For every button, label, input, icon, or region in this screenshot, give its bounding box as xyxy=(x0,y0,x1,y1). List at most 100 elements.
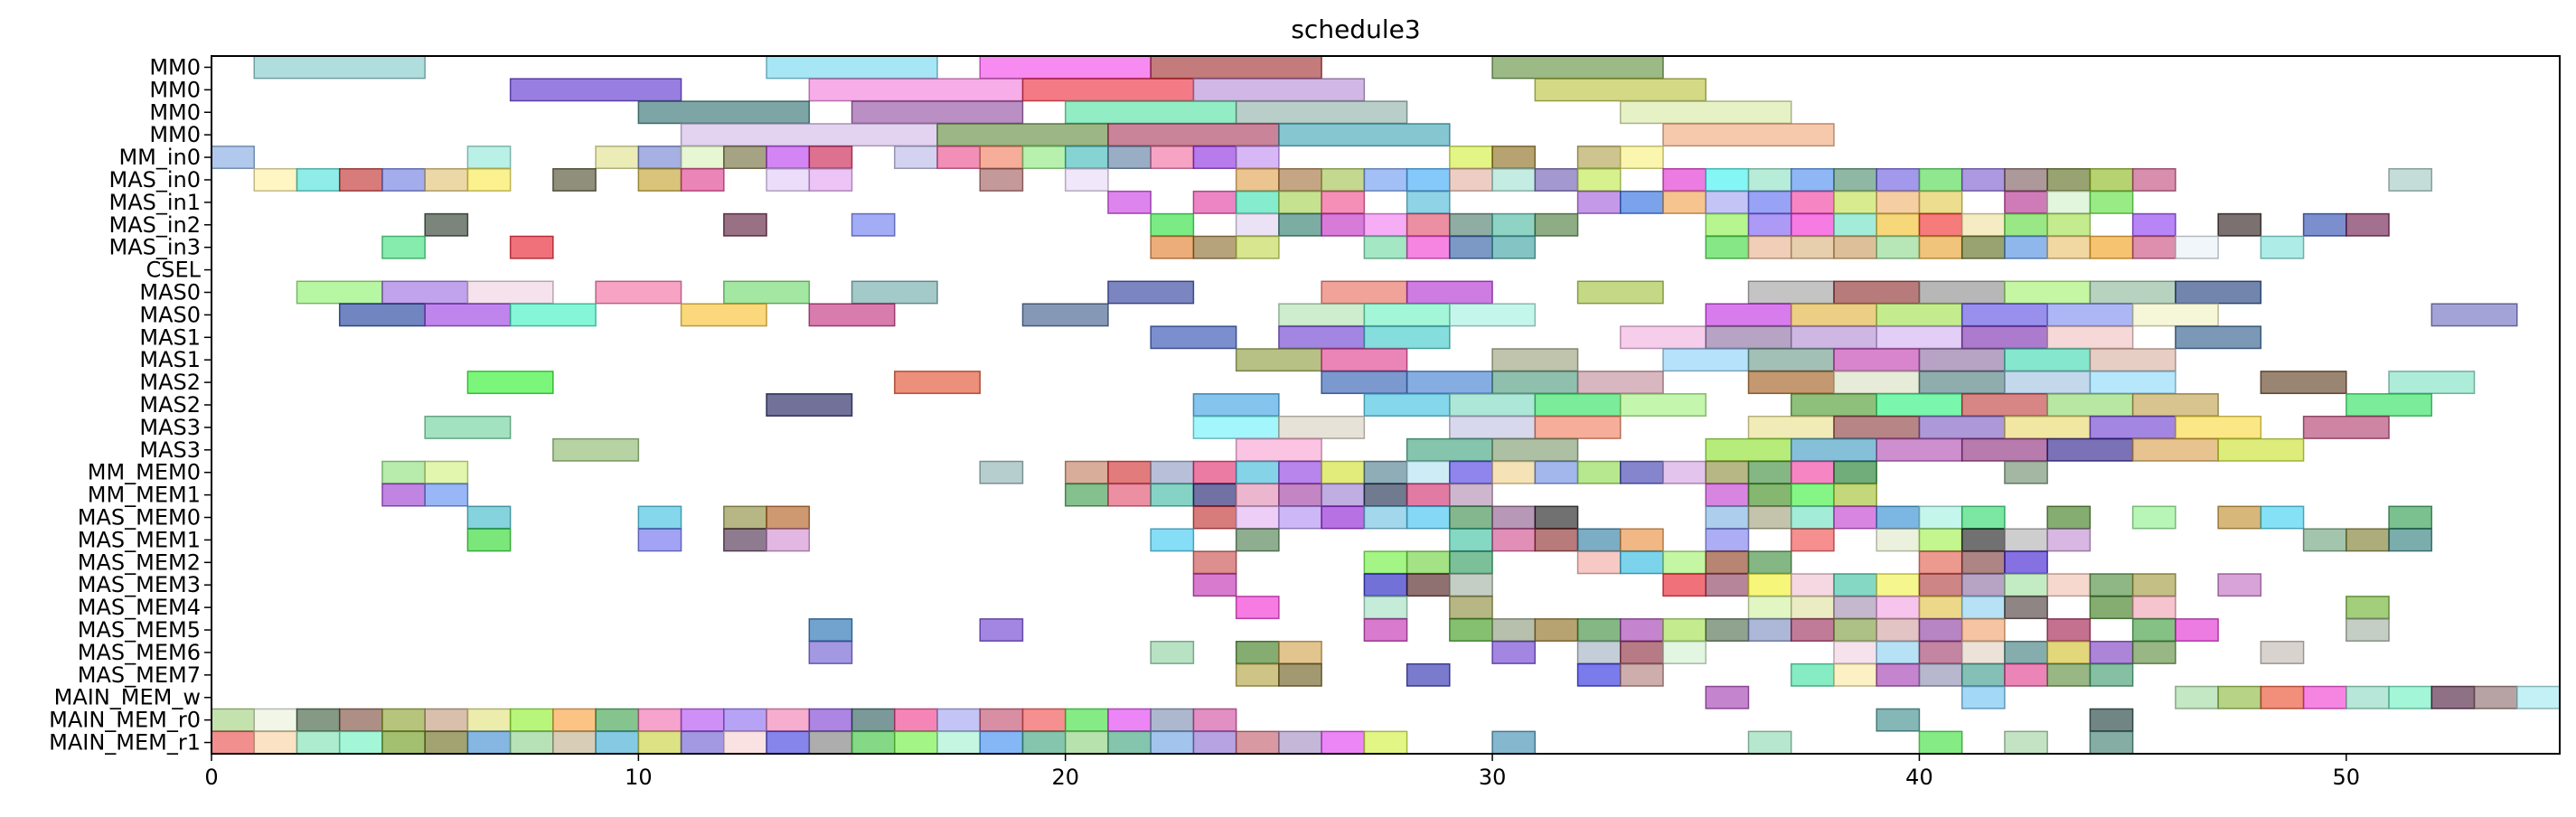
task-bar-19-0 xyxy=(381,483,426,507)
task-bar-25-13 xyxy=(1876,618,1921,642)
task-bar-17-7 xyxy=(1960,437,2048,462)
task-bar-29-25 xyxy=(2089,708,2134,732)
task-bar-16-5 xyxy=(1747,415,1835,439)
task-bar-14-1 xyxy=(894,371,982,395)
task-bar-23-4 xyxy=(1662,573,1707,597)
task-bar-24-1 xyxy=(1363,596,1408,620)
task-bar-5-21 xyxy=(1576,168,1622,192)
task-bar-23-14 xyxy=(2089,573,2134,597)
task-bar-5-1 xyxy=(296,168,341,192)
task-bar-11-3 xyxy=(680,303,767,327)
task-bar-8-12 xyxy=(1833,235,1877,259)
task-bar-29-2 xyxy=(296,708,341,732)
task-bar-17-8 xyxy=(2046,437,2134,462)
task-bar-29-20 xyxy=(1064,708,1109,732)
task-bar-14-9 xyxy=(2004,371,2092,395)
task-bar-25-4 xyxy=(1491,618,1537,642)
task-bar-28-5 xyxy=(2302,685,2347,709)
task-bar-5-31 xyxy=(2046,168,2092,192)
task-bar-24-6 xyxy=(1876,596,1921,620)
task-bar-11-13 xyxy=(2046,303,2134,327)
task-bar-22-1 xyxy=(1363,550,1408,575)
x-tick-label: 30 xyxy=(1479,765,1507,790)
task-bar-4-0 xyxy=(211,146,255,170)
task-bar-30-25 xyxy=(1278,730,1322,755)
task-bar-13-0 xyxy=(1235,348,1322,372)
plot-frame xyxy=(211,55,2561,755)
task-bar-29-22 xyxy=(1150,708,1195,732)
task-bar-22-9 xyxy=(1918,550,1963,575)
task-bar-18-3 xyxy=(1064,460,1109,484)
task-bar-7-22 xyxy=(2217,212,2262,237)
task-bar-5-29 xyxy=(1960,168,2006,192)
task-bar-25-5 xyxy=(1534,618,1579,642)
task-bar-4-18 xyxy=(1491,146,1537,170)
task-bar-30-5 xyxy=(424,730,469,755)
task-bar-24-5 xyxy=(1833,596,1877,620)
task-bar-21-13 xyxy=(1876,528,1921,552)
task-bar-20-9 xyxy=(1406,505,1451,530)
task-bar-29-18 xyxy=(979,708,1024,732)
task-bar-16-6 xyxy=(1833,415,1921,439)
task-bar-11-1 xyxy=(424,303,512,327)
task-bar-22-2 xyxy=(1406,550,1451,575)
task-bar-8-8 xyxy=(1491,235,1537,259)
task-bars xyxy=(211,55,2561,755)
task-bar-15-6 xyxy=(1790,393,1877,417)
task-bar-29-14 xyxy=(808,708,853,732)
task-bar-2-1 xyxy=(851,100,1024,125)
task-bar-4-19 xyxy=(1576,146,1622,170)
task-bar-7-12 xyxy=(1705,212,1750,237)
task-bar-14-11 xyxy=(2260,371,2347,395)
task-bar-22-0 xyxy=(1192,550,1237,575)
task-bar-29-17 xyxy=(936,708,982,732)
y-tick-label: MAS0 xyxy=(139,279,201,305)
task-bar-15-8 xyxy=(1960,393,2048,417)
task-bar-20-14 xyxy=(1747,505,1792,530)
task-bar-30-21 xyxy=(1107,730,1152,755)
task-bar-20-5 xyxy=(1235,505,1280,530)
y-tick-label: MAS_MEM4 xyxy=(78,595,201,620)
task-bar-24-11 xyxy=(2131,596,2176,620)
task-bar-8-15 xyxy=(1960,235,2006,259)
task-bar-30-18 xyxy=(979,730,1024,755)
task-bar-30-19 xyxy=(1021,730,1067,755)
task-bar-30-23 xyxy=(1192,730,1237,755)
task-bar-12-3 xyxy=(1620,325,1707,350)
task-bar-17-5 xyxy=(1790,437,1877,462)
task-bar-14-3 xyxy=(1406,371,1493,395)
task-bar-18-17 xyxy=(1662,460,1707,484)
task-bar-8-9 xyxy=(1705,235,1750,259)
task-bar-20-1 xyxy=(637,505,682,530)
task-bar-11-9 xyxy=(1705,303,1792,327)
task-bar-29-15 xyxy=(851,708,896,732)
task-bar-26-2 xyxy=(1235,640,1280,664)
task-bar-28-4 xyxy=(2260,685,2305,709)
task-bar-14-0 xyxy=(466,371,554,395)
task-bar-5-30 xyxy=(2004,168,2048,192)
task-bar-5-2 xyxy=(338,168,383,192)
y-tick-label: MAS_in2 xyxy=(108,212,201,238)
task-bar-7-3 xyxy=(1150,212,1195,237)
x-tick-label: 0 xyxy=(204,765,218,790)
task-bar-6-4 xyxy=(1321,190,1366,214)
task-bar-21-0 xyxy=(466,528,512,552)
task-bar-4-11 xyxy=(1021,146,1067,170)
task-bar-8-16 xyxy=(2004,235,2048,259)
task-bar-29-4 xyxy=(381,708,426,732)
task-bar-30-0 xyxy=(211,730,255,755)
task-bar-30-7 xyxy=(509,730,554,755)
task-bar-25-7 xyxy=(1620,618,1664,642)
task-bar-21-5 xyxy=(1235,528,1280,552)
task-bar-29-21 xyxy=(1107,708,1152,732)
task-bar-26-13 xyxy=(2046,640,2092,664)
task-bar-30-9 xyxy=(595,730,640,755)
task-bar-6-16 xyxy=(2046,190,2092,214)
task-bar-10-4 xyxy=(723,280,811,305)
task-bar-6-1 xyxy=(1192,190,1237,214)
task-bar-26-5 xyxy=(1576,640,1622,664)
task-bar-27-6 xyxy=(1833,662,1877,687)
task-bar-24-10 xyxy=(2089,596,2134,620)
task-bar-25-2 xyxy=(1363,618,1408,642)
task-bar-6-11 xyxy=(1790,190,1835,214)
